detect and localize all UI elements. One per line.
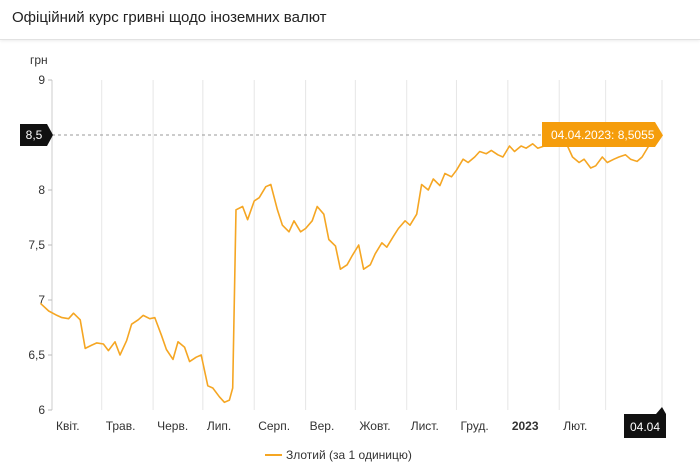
y-tick-label: 9 — [38, 73, 45, 87]
tooltip-label: 04.04.2023: 8,5055 — [551, 128, 655, 142]
y-tick-label: 7 — [38, 293, 45, 307]
y-tick-label: 8 — [38, 183, 45, 197]
x-tick-label: 2023 — [512, 419, 539, 433]
x-tick-label: Груд. — [460, 419, 488, 433]
y-tick-label: 6 — [38, 403, 45, 417]
series-line-zloty — [39, 133, 663, 404]
x-tick-label: Жовт. — [359, 419, 390, 433]
x-marker-shape — [624, 414, 666, 438]
x-tick-label: Серп. — [258, 419, 290, 433]
x-tick-label: Вер. — [310, 419, 335, 433]
x-tick-label: Квіт. — [56, 419, 80, 433]
legend-label: Злотий (за 1 одиницю) — [286, 448, 412, 462]
x-marker-badge: 04.04 — [624, 407, 666, 438]
page-header: Офіційний курс гривні щодо іноземних вал… — [0, 0, 700, 40]
x-tick-label: Лют. — [563, 419, 587, 433]
x-tick-label: Трав. — [106, 419, 136, 433]
y-tick-label: 6,5 — [28, 348, 45, 362]
y-axis-label: грн — [30, 53, 48, 67]
x-marker-pointer — [656, 407, 666, 414]
x-tick-label: Лип. — [207, 419, 231, 433]
y-marker-shape — [20, 124, 53, 146]
x-marker-label: 04.04 — [630, 420, 660, 434]
y-marker-badge: 8,5 — [20, 124, 53, 146]
y-marker-label: 8,5 — [26, 128, 43, 142]
y-tick-label: 7,5 — [28, 238, 45, 252]
legend: Злотий (за 1 одиницю) — [265, 448, 412, 462]
tooltip-box — [542, 122, 663, 147]
x-tick-label: Лист. — [411, 419, 439, 433]
tooltip: 04.04.2023: 8,5055 — [542, 122, 663, 147]
page-title: Офіційний курс гривні щодо іноземних вал… — [12, 9, 327, 26]
x-tick-label: Черв. — [157, 419, 188, 433]
